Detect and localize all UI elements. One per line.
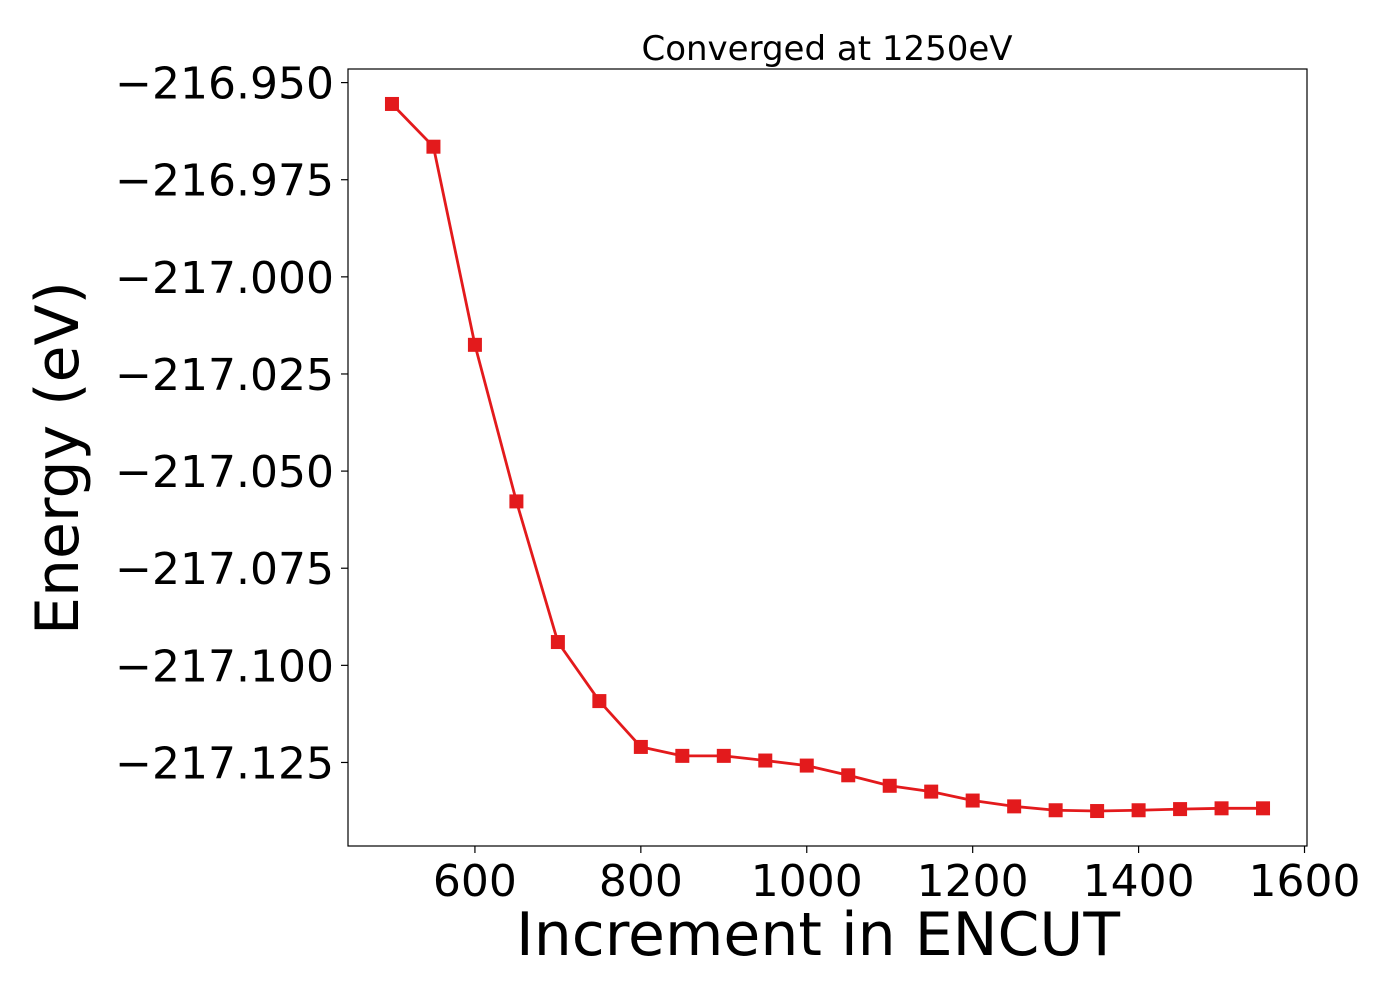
x-tick-label: 600 — [433, 856, 517, 907]
y-tick-label: −216.975 — [115, 156, 334, 207]
y-tick-label: −217.125 — [115, 738, 334, 789]
x-axis-ticks: 600 800 1000 1200 1400 1600 — [433, 846, 1361, 907]
plot-area-frame — [347, 68, 1308, 847]
data-point-marker — [1131, 803, 1146, 818]
x-tick-label: 1200 — [917, 856, 1029, 907]
data-point-marker — [758, 753, 773, 768]
series-line — [390, 102, 1264, 813]
x-axis-label: Increment in ENCUT — [516, 900, 1120, 970]
y-tick-label: −217.075 — [115, 544, 334, 595]
y-tick-label: −217.100 — [115, 641, 334, 692]
data-point-marker — [1256, 801, 1271, 816]
data-point-marker — [633, 739, 648, 754]
x-tick-label: 1000 — [751, 856, 863, 907]
data-point-marker — [924, 784, 939, 799]
x-tick-label: 1600 — [1249, 856, 1361, 907]
y-tick-label: −217.025 — [115, 350, 334, 401]
data-point-marker — [882, 778, 897, 793]
y-axis-label: Energy (eV) — [23, 281, 93, 635]
data-point-marker — [1090, 804, 1105, 819]
data-point-marker — [426, 139, 441, 154]
y-tick-label: −217.000 — [115, 253, 334, 304]
x-tick-label: 800 — [599, 856, 683, 907]
y-axis-ticks: −216.950 −216.975 −217.000 −217.025 −217.050… — [115, 59, 348, 789]
data-point-marker — [467, 337, 482, 352]
data-point-marker — [841, 768, 856, 783]
data-point-marker — [799, 758, 814, 773]
data-point-marker — [1173, 802, 1188, 817]
y-tick-label: −217.050 — [115, 447, 334, 498]
data-point-marker — [1007, 799, 1022, 814]
y-tick-label: −216.950 — [115, 59, 334, 110]
data-point-marker — [675, 748, 690, 763]
data-point-marker — [592, 694, 607, 709]
data-point-marker — [1214, 801, 1229, 816]
data-point-marker — [965, 793, 980, 808]
data-point-marker — [716, 748, 731, 763]
data-point-marker — [1048, 803, 1063, 818]
data-point-marker — [384, 96, 399, 111]
x-tick-label: 1400 — [1083, 856, 1195, 907]
chart-title: Converged at 1250eV — [641, 29, 1012, 69]
data-point-marker — [550, 635, 565, 650]
data-point-marker — [509, 494, 524, 509]
series-layer — [384, 96, 1271, 819]
